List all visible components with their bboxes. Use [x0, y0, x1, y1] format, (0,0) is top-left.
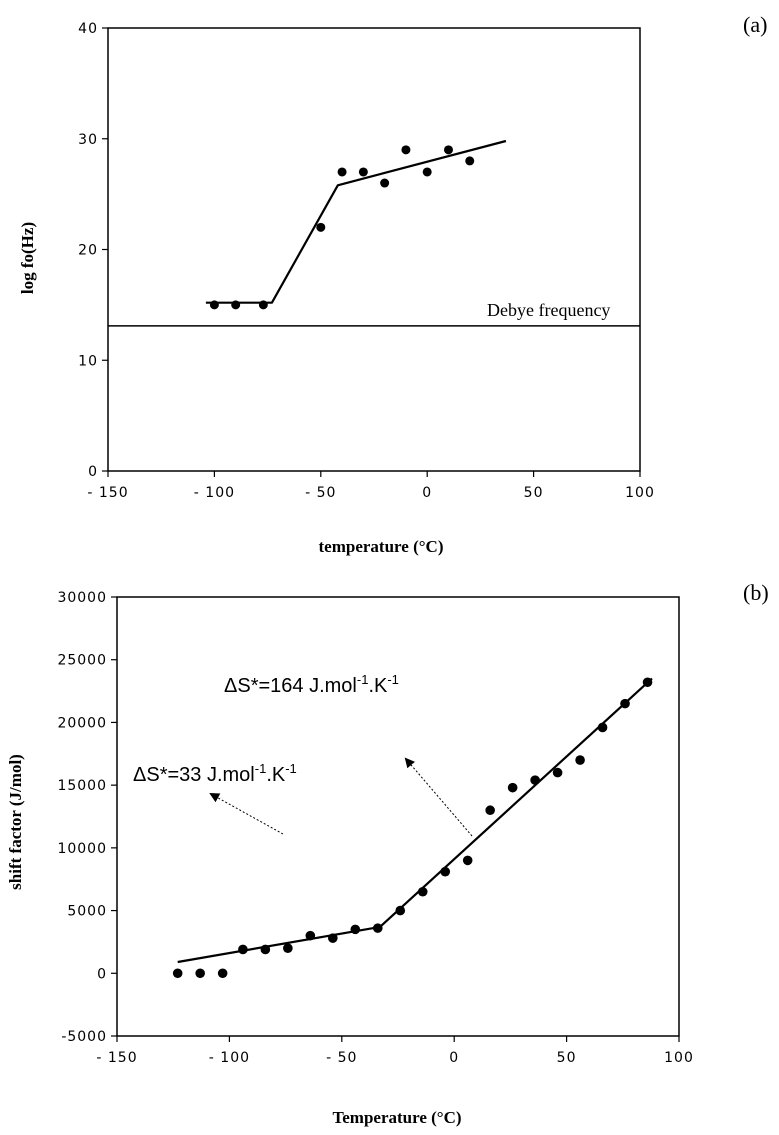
data-point-b-17 [552, 767, 563, 778]
annotation-low-slope: ΔS*=33 J.mol-1.K-1 [133, 761, 297, 786]
x-axis-label-a: temperature (°C) [319, 537, 444, 556]
plot-frame-b [116, 596, 680, 1037]
y-tick-label-a-1: 10 [78, 353, 98, 369]
data-point-a-3 [316, 222, 326, 232]
data-point-b-15 [507, 782, 518, 793]
x-tick-label-b-2: - 50 [326, 1050, 357, 1066]
x-tick-label-b-3: 0 [449, 1050, 459, 1066]
data-point-b-21 [642, 677, 653, 688]
x-tick-label-a-1: - 100 [194, 485, 235, 501]
y-tick-label-b-2: 5000 [67, 904, 107, 920]
data-point-b-8 [350, 924, 361, 935]
y-tick-label-b-3: 10000 [57, 841, 107, 857]
data-point-b-9 [372, 923, 383, 933]
data-point-a-0 [209, 300, 219, 310]
data-point-b-2 [217, 968, 228, 979]
data-point-b-10 [395, 905, 406, 916]
y-tick-label-b-1: 0 [97, 966, 107, 982]
y-axis-label-a: log fo(Hz) [18, 222, 37, 294]
y-tick-label-a-2: 20 [78, 243, 98, 259]
data-point-b-0 [172, 968, 183, 979]
axes-a: - 150 - 100 - 50 0 50 100 0 10 20 30 40 [78, 21, 655, 501]
x-tick-label-a-5: 100 [625, 485, 655, 501]
x-tick-label-a-2: - 50 [305, 485, 336, 501]
data-point-b-5 [283, 943, 293, 953]
fit-line-b [177, 677, 653, 964]
axes-b: - 150 - 100 - 50 0 50 100 -5000 0 5000 10000 15000… [57, 590, 694, 1066]
data-point-b-20 [620, 698, 630, 709]
y-tick-label-b-6: 25000 [57, 653, 107, 669]
data-point-b-16 [530, 775, 540, 785]
y-tick-label-a-4: 40 [78, 21, 98, 37]
y-tick-label-a-0: 0 [88, 464, 98, 480]
y-tick-label-b-5: 20000 [57, 715, 107, 731]
annotation-arrow-high [404, 757, 473, 837]
data-point-b-11 [417, 886, 428, 897]
y-tick-label-b-0: -5000 [61, 1029, 107, 1045]
x-axis-label-b: Temperature (°C) [332, 1108, 461, 1127]
data-point-b-3 [238, 944, 248, 955]
panel-label-a: (a) [743, 12, 767, 37]
annotation-high-slope: ΔS*=164 J.mol-1.K-1 [224, 672, 399, 697]
data-point-a-4 [337, 167, 347, 177]
data-point-a-7 [401, 145, 411, 155]
data-point-a-2 [258, 300, 268, 310]
data-point-a-9 [443, 145, 453, 155]
x-tick-label-a-4: 50 [524, 485, 544, 501]
x-tick-label-b-0: - 150 [96, 1050, 137, 1066]
data-point-a-10 [465, 156, 475, 166]
fit-line-a [205, 139, 507, 304]
x-tick-label-a-3: 0 [422, 485, 432, 501]
x-tick-label-a-0: - 150 [87, 485, 128, 501]
data-point-a-5 [358, 167, 368, 177]
marks-a [108, 139, 640, 327]
data-point-b-19 [597, 722, 608, 733]
data-point-b-13 [462, 855, 473, 866]
data-point-b-14 [485, 805, 495, 816]
y-tick-label-b-4: 15000 [57, 778, 107, 794]
data-point-b-4 [260, 944, 271, 955]
reference-line-label-a: Debye frequency [487, 300, 610, 320]
chart-a: - 150 - 100 - 50 0 50 100 0 10 20 30 40 (a) temper… [18, 12, 767, 556]
data-point-b-12 [440, 866, 451, 877]
data-point-b-1 [195, 968, 205, 979]
x-tick-label-b-5: 100 [664, 1050, 694, 1066]
panel-label-b: (b) [743, 580, 769, 605]
y-axis-label-b: shift factor (J/mol) [6, 754, 25, 890]
y-tick-label-b-7: 30000 [57, 590, 107, 606]
plot-frame-a [107, 27, 641, 472]
data-point-b-6 [305, 930, 316, 941]
chart-b: - 150 - 100 - 50 0 50 100 -5000 0 5000 10000 15000… [6, 580, 769, 1127]
data-point-b-18 [575, 755, 585, 765]
marks-b [172, 677, 653, 979]
y-tick-label-a-3: 30 [78, 132, 98, 148]
data-point-a-1 [231, 300, 241, 310]
annotation-arrow-low [209, 793, 284, 835]
data-point-b-7 [328, 933, 338, 943]
data-point-a-6 [380, 178, 390, 188]
x-tick-label-b-1: - 100 [209, 1050, 250, 1066]
data-point-a-8 [422, 167, 432, 177]
x-tick-label-b-4: 50 [557, 1050, 577, 1066]
